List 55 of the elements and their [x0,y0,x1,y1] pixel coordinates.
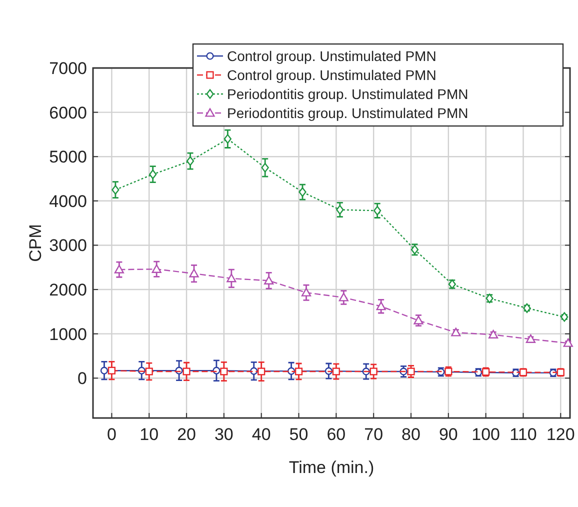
legend-label: Control group. Unstimulated PMN [227,48,436,64]
point [189,268,199,278]
point [294,368,303,376]
x-tick-label: 30 [214,425,234,444]
x-tick-label: 100 [472,425,500,444]
x-tick-label: 110 [510,425,537,444]
x-tick-label: 90 [438,425,458,444]
point [258,368,266,376]
point [563,338,573,347]
point [186,156,194,166]
y-tick-label: 0 [78,369,87,388]
legend-label: Periodontitis group. Unstimulated PMN [227,104,468,121]
point [338,292,348,302]
point [301,288,312,296]
y-tick-label: 2000 [49,280,87,300]
point [112,185,120,195]
y-tick-label: 5000 [49,148,87,167]
point [261,162,269,172]
point [332,368,340,376]
point [145,368,153,376]
y-tick-label: 4000 [49,192,87,211]
point [226,274,236,282]
x-tick-label: 0 [106,425,116,444]
point [264,276,274,284]
y-tick-label: 7000 [49,58,87,78]
y-tick-label: 1000 [49,324,87,344]
point [336,204,344,215]
x-tick-label: 120 [546,425,575,444]
y-tick-label: 6000 [49,103,87,122]
point [149,170,157,180]
legend-label: Periodontitis group. Unstimulated PMN [227,86,468,102]
point [374,206,382,216]
point [376,302,386,310]
point [220,368,228,376]
point [182,368,190,376]
x-tick-label: 50 [289,425,308,444]
x-tick-label: 40 [252,425,271,444]
point [114,264,124,274]
x-tick-label: 20 [177,425,196,444]
legend-label: Control group. Unstimulated PMN [227,66,436,83]
x-axis-title: Time (min.) [288,458,374,477]
x-tick-label: 80 [402,425,420,444]
point [108,366,116,374]
x-tick-label: 10 [140,425,159,444]
point [414,316,424,324]
point [298,187,306,197]
y-axis-title: CPM [26,224,45,262]
point [407,368,415,376]
point [100,366,108,374]
y-tick-label: 3000 [49,236,87,256]
x-tick-label: 70 [364,425,384,444]
x-tick-label: 60 [326,425,346,444]
point [370,368,378,376]
point [224,134,232,144]
point [152,264,162,273]
